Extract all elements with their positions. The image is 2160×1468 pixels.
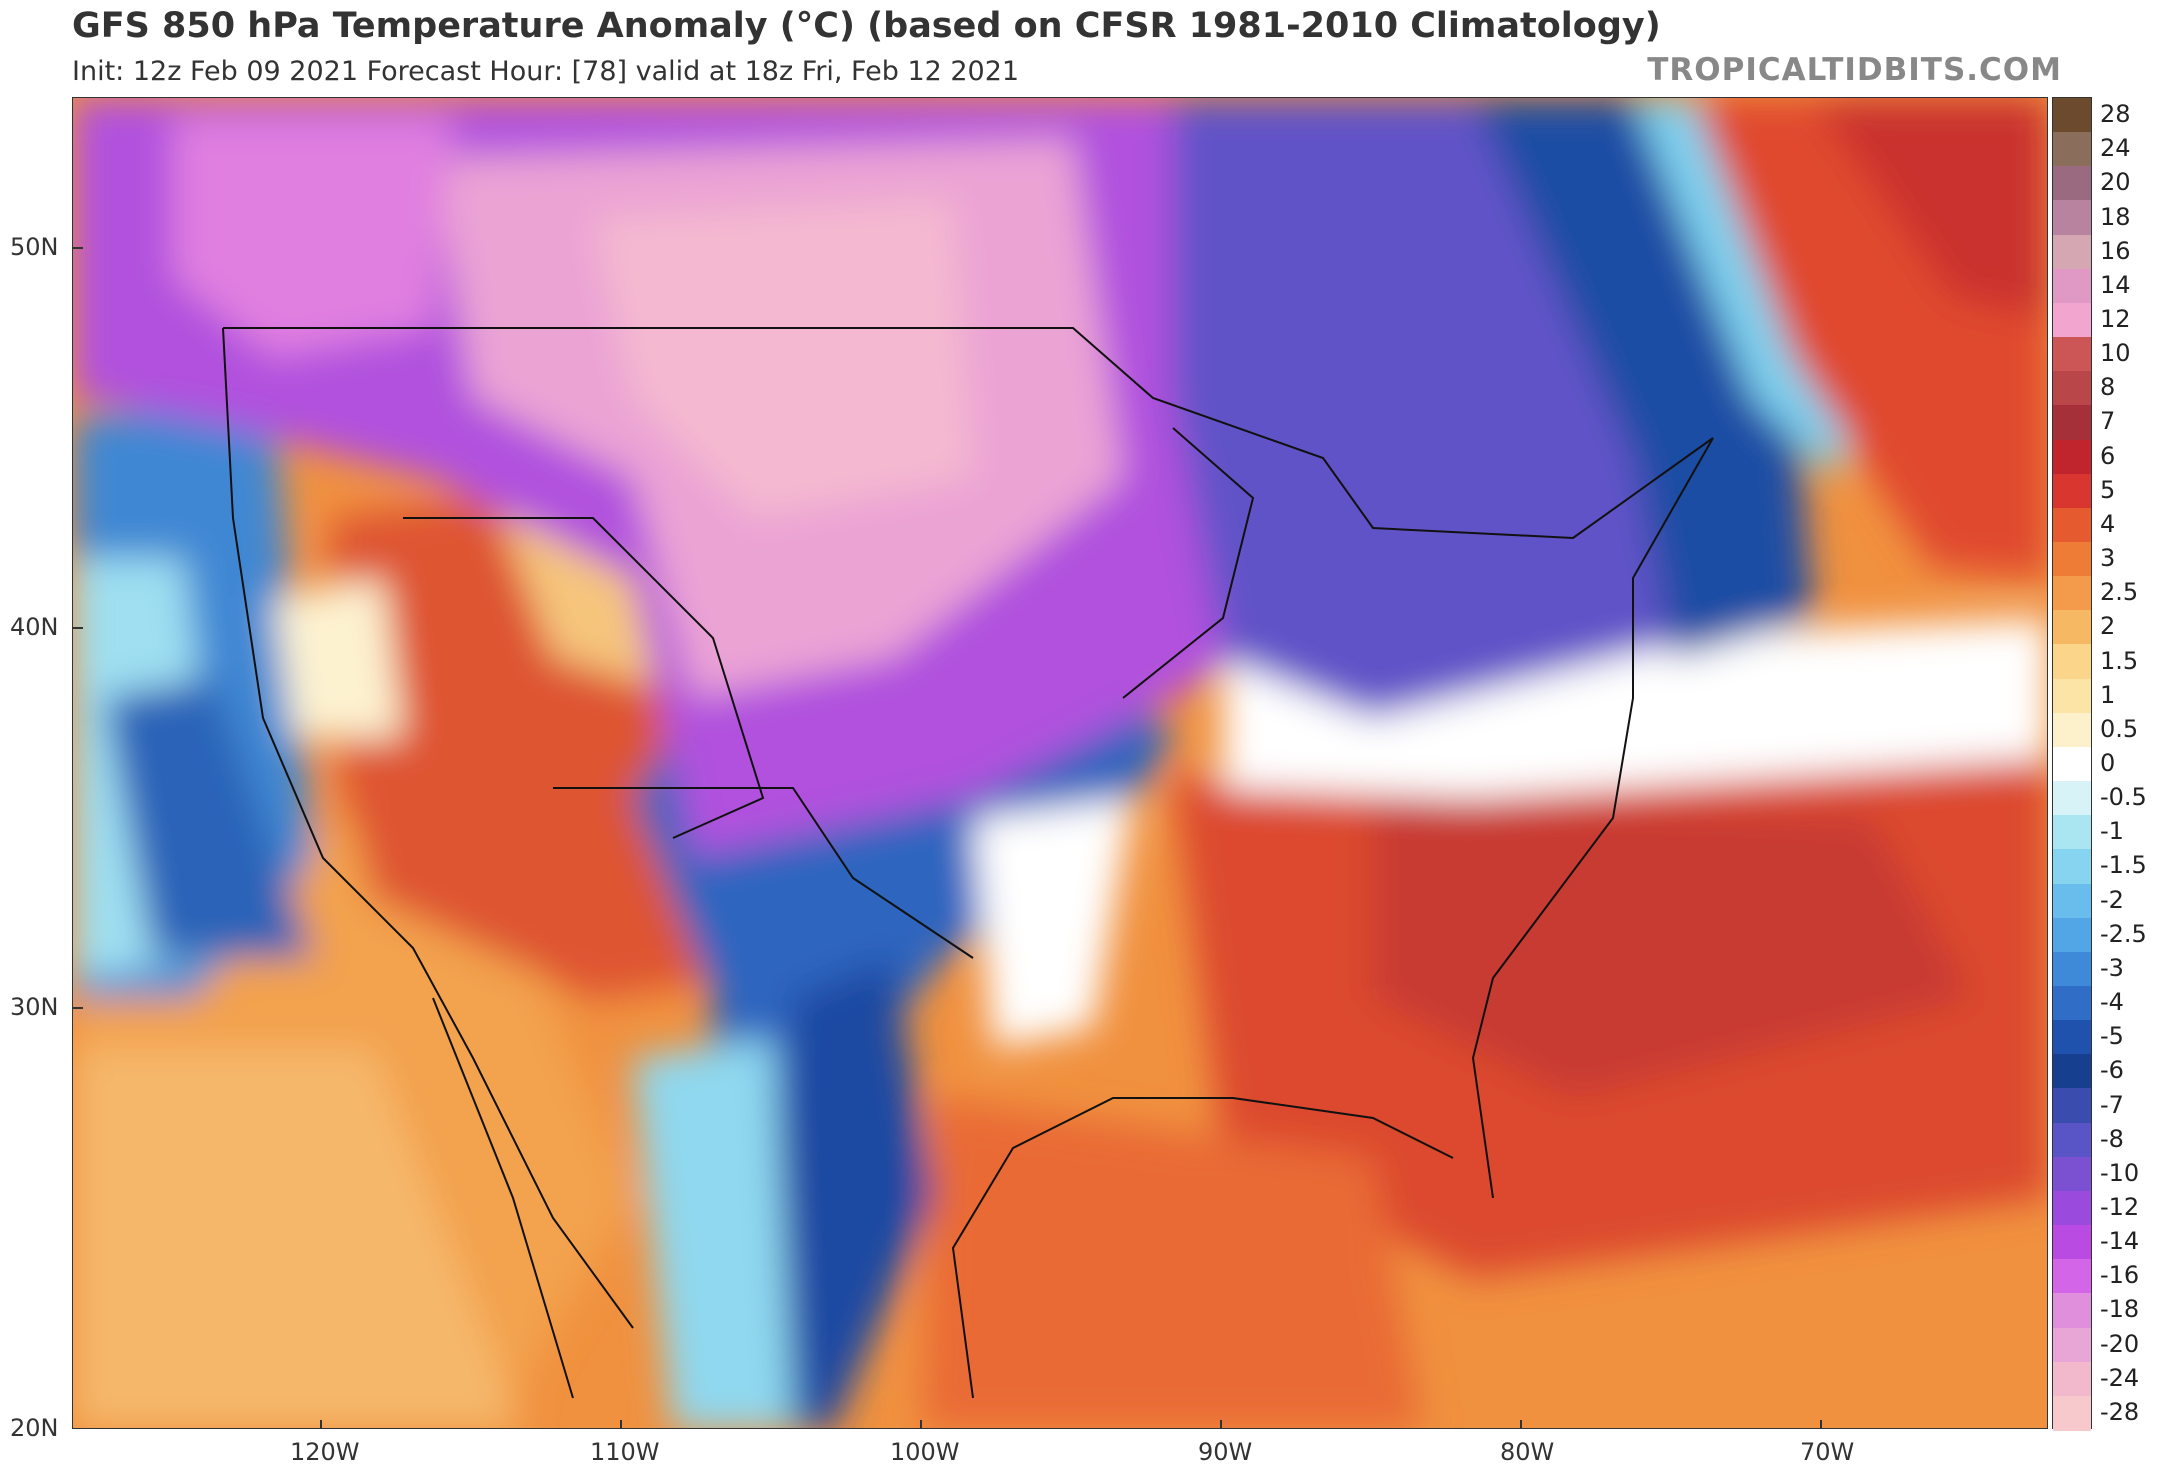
colorbar-label: 5 <box>2100 475 2116 504</box>
colorbar-label: -1.5 <box>2100 851 2147 880</box>
colorbar-swatch <box>2053 166 2091 202</box>
colorbar-swatch <box>2053 268 2091 304</box>
colorbar-swatch <box>2053 132 2091 168</box>
colorbar-swatch <box>2053 1122 2091 1158</box>
colorbar-label: 28 <box>2100 100 2131 129</box>
colorbar-label: -3 <box>2100 953 2124 982</box>
lat-label-40n: 40N <box>10 613 59 641</box>
colorbar-label: -16 <box>2100 1261 2140 1290</box>
grid-ticks <box>73 247 1822 1428</box>
colorbar-label: -8 <box>2100 1124 2124 1153</box>
colorbar-swatch <box>2053 200 2091 236</box>
lat-label-30n: 30N <box>10 993 59 1021</box>
lon-label-100w: 100W <box>890 1438 960 1466</box>
colorbar-swatch <box>2053 439 2091 475</box>
colorbar-label: -5 <box>2100 1022 2124 1051</box>
colorbar-swatch <box>2053 678 2091 714</box>
colorbar-label: -18 <box>2100 1295 2140 1324</box>
colorbar-swatch <box>2053 712 2091 748</box>
lon-label-70w: 70W <box>1800 1438 1855 1466</box>
colorbar-label: 8 <box>2100 373 2116 402</box>
colorbar-swatch <box>2053 1088 2091 1124</box>
lat-label-50n: 50N <box>10 233 59 261</box>
colorbar-label: -2.5 <box>2100 919 2147 948</box>
lon-label-120w: 120W <box>290 1438 360 1466</box>
colorbar-swatch <box>2053 1054 2091 1090</box>
colorbar-swatch <box>2053 610 2091 646</box>
colorbar-label: 20 <box>2100 168 2131 197</box>
colorbar <box>2052 97 2092 1431</box>
lon-label-110w: 110W <box>590 1438 660 1466</box>
colorbar-swatch <box>2053 405 2091 441</box>
colorbar-swatch <box>2053 815 2091 851</box>
colorbar-label: 0.5 <box>2100 714 2139 743</box>
lon-label-90w: 90W <box>1198 1438 1253 1466</box>
colorbar-label: 1.5 <box>2100 646 2139 675</box>
colorbar-swatch <box>2053 1293 2091 1329</box>
colorbar-swatch <box>2053 1327 2091 1363</box>
colorbar-swatch <box>2053 1156 2091 1192</box>
map-title: GFS 850 hPa Temperature Anomaly (°C) (ba… <box>72 6 1661 46</box>
colorbar-swatch <box>2053 542 2091 578</box>
colorbar-label: 24 <box>2100 134 2131 163</box>
colorbar-label: 6 <box>2100 441 2116 470</box>
colorbar-label: -20 <box>2100 1329 2140 1358</box>
colorbar-label: 10 <box>2100 339 2131 368</box>
colorbar-swatch <box>2053 951 2091 987</box>
forecast-info: Init: 12z Feb 09 2021 Forecast Hour: [78… <box>72 56 1020 87</box>
colorbar-label: -6 <box>2100 1056 2124 1085</box>
colorbar-label: 18 <box>2100 202 2131 231</box>
colorbar-label: 12 <box>2100 305 2131 333</box>
colorbar-label: -2 <box>2100 885 2124 914</box>
colorbar-swatch <box>2053 371 2091 407</box>
colorbar-swatch <box>2053 337 2091 373</box>
colorbar-label: 16 <box>2100 236 2131 265</box>
colorbar-label: 3 <box>2100 544 2116 573</box>
coastline-borders <box>222 327 1714 1399</box>
colorbar-label: 4 <box>2100 509 2116 538</box>
anomaly-map <box>72 97 2048 1429</box>
colorbar-swatch <box>2053 1395 2091 1431</box>
colorbar-swatch <box>2053 781 2091 817</box>
colorbar-label: 2 <box>2100 612 2116 641</box>
anomaly-shading <box>73 98 2047 1428</box>
lon-label-80w: 80W <box>1500 1438 1555 1466</box>
colorbar-swatch <box>2053 883 2091 919</box>
lat-label-20n: 20N <box>10 1414 59 1442</box>
colorbar-label: 2.5 <box>2100 578 2139 607</box>
colorbar-label: -7 <box>2100 1090 2124 1119</box>
colorbar-swatch <box>2053 917 2091 953</box>
colorbar-swatch <box>2053 986 2091 1022</box>
colorbar-swatch <box>2053 507 2091 543</box>
colorbar-swatch <box>2053 1190 2091 1227</box>
colorbar-label: 0 <box>2100 749 2116 777</box>
colorbar-label: -24 <box>2100 1363 2140 1392</box>
colorbar-label: -1 <box>2100 817 2124 846</box>
colorbar-swatch <box>2053 1020 2091 1056</box>
brand-logo: TROPICALTIDBITS.COM <box>1647 52 2062 88</box>
colorbar-swatch <box>2053 98 2091 134</box>
colorbar-label: -10 <box>2100 1158 2140 1187</box>
colorbar-swatch <box>2053 1259 2091 1295</box>
colorbar-swatch <box>2053 302 2091 339</box>
colorbar-label: -28 <box>2100 1397 2140 1426</box>
colorbar-swatch <box>2053 1361 2091 1397</box>
colorbar-swatch <box>2053 234 2091 270</box>
colorbar-label: -12 <box>2100 1193 2140 1221</box>
colorbar-swatch <box>2053 746 2091 783</box>
colorbar-swatch <box>2053 576 2091 612</box>
colorbar-label: 7 <box>2100 407 2116 436</box>
colorbar-swatch <box>2053 644 2091 680</box>
colorbar-label: -0.5 <box>2100 783 2147 812</box>
colorbar-swatch <box>2053 473 2091 509</box>
colorbar-label: 1 <box>2100 680 2116 709</box>
colorbar-label: -4 <box>2100 988 2124 1017</box>
colorbar-swatch <box>2053 1225 2091 1261</box>
colorbar-swatch <box>2053 849 2091 885</box>
colorbar-label: 14 <box>2100 270 2131 299</box>
colorbar-label: -14 <box>2100 1227 2140 1256</box>
